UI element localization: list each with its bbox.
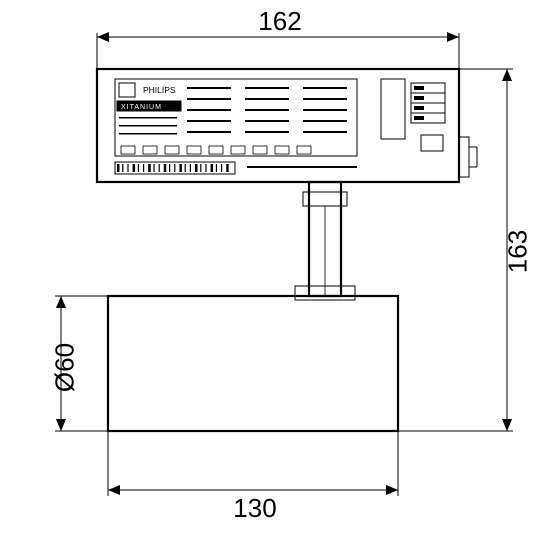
- svg-text:PHILIPS: PHILIPS: [143, 85, 176, 95]
- drawing-canvas: PHILIPS XITANIUM 162 163 130 Ø60: [0, 0, 541, 548]
- dim-top-width: 162: [230, 6, 330, 37]
- schematic-svg: PHILIPS XITANIUM: [0, 0, 541, 548]
- dim-left-diameter: Ø60: [50, 333, 81, 403]
- dim-right-height: 163: [503, 222, 534, 282]
- dim-bottom-width: 130: [205, 493, 305, 524]
- svg-text:XITANIUM: XITANIUM: [121, 104, 162, 111]
